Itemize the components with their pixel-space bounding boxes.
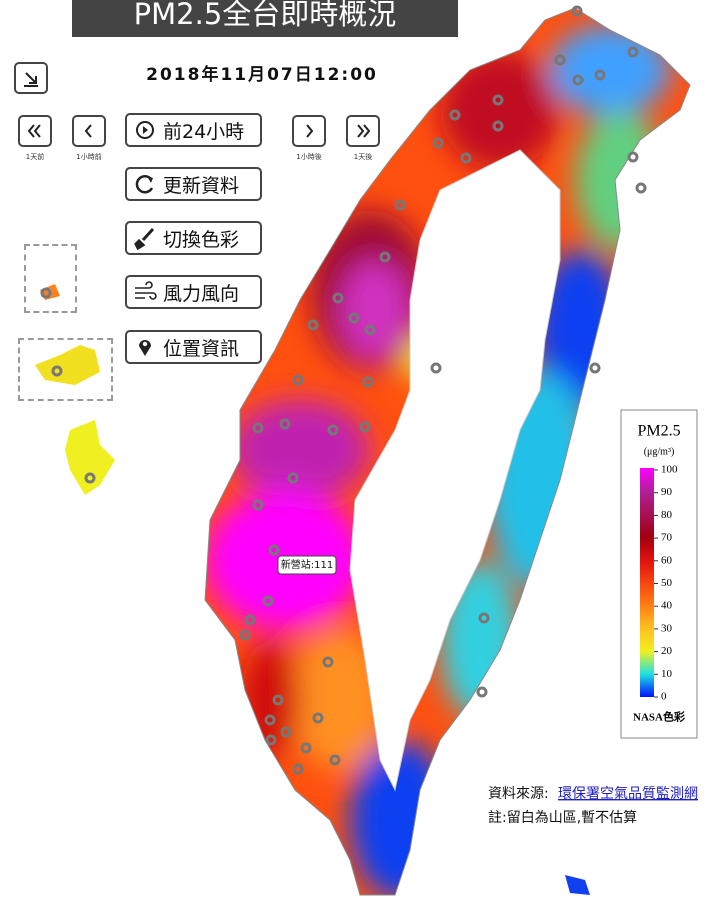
legend-unit: (μg/m³) — [644, 446, 675, 457]
legend-caption: NASA色彩 — [633, 710, 685, 724]
note: 註:留白為山區,暫不估算 — [488, 810, 637, 826]
legend-tick-label: 0 — [661, 691, 667, 703]
nav-label: 1小時後 — [296, 153, 322, 161]
legend-tick-label: 90 — [661, 486, 673, 498]
matsu-inset — [24, 244, 77, 313]
legend-tick-label: 80 — [661, 509, 673, 521]
collapse-button[interactable] — [14, 62, 48, 94]
legend-tick-label: 60 — [661, 554, 673, 566]
prev-hour-button[interactable] — [72, 115, 106, 147]
next-hour-button[interactable] — [292, 115, 326, 147]
history-button[interactable]: 前24小時 — [125, 113, 262, 147]
next-day-button[interactable] — [346, 115, 380, 147]
legend-tick-label: 20 — [661, 645, 673, 657]
wind-button[interactable]: 風力風向 — [125, 275, 262, 309]
refresh-button[interactable]: 更新資料 — [125, 167, 262, 201]
nav-label: 1小時前 — [76, 153, 102, 161]
button-label: 更新資料 — [163, 174, 240, 197]
legend-tick-label: 70 — [661, 532, 673, 544]
legend-tick-label: 30 — [661, 622, 673, 634]
legend-title: PM2.5 — [637, 423, 680, 440]
button-label: 風力風向 — [163, 282, 240, 305]
legend: PM2.5 (μg/m³) NASA色彩 1009080706050403020… — [620, 409, 698, 739]
penghu — [65, 420, 115, 495]
button-label: 前24小時 — [163, 120, 245, 143]
title-bar — [72, 0, 458, 37]
kinmen-inset — [18, 338, 113, 401]
kinmen — [35, 345, 100, 385]
legend-tick-label: 50 — [661, 577, 673, 589]
mountain-area — [349, 149, 561, 792]
legend-tick-label: 10 — [661, 668, 673, 680]
station-tooltip — [277, 555, 337, 575]
station-label: 新營站:111 — [281, 558, 333, 571]
legend-box — [620, 409, 698, 739]
legend-tick-label: 40 — [661, 600, 673, 612]
stations — [40, 5, 647, 775]
color-button[interactable]: 切換色彩 — [125, 221, 262, 255]
title: PM2.5全台即時概況 — [134, 0, 397, 31]
button-label: 切換色彩 — [163, 228, 240, 251]
legend-tick-label: 100 — [661, 464, 678, 476]
source-prefix: 資料來源: — [488, 786, 549, 802]
icon — [24, 72, 38, 87]
lanyu — [565, 875, 590, 895]
source-link[interactable]: 環保署空氣品質監測網 — [558, 785, 698, 802]
nav-label: 1天前 — [25, 153, 45, 161]
nav-label: 1天後 — [353, 153, 373, 161]
prev-day-button[interactable] — [18, 115, 52, 147]
button-label: 位置資訊 — [163, 337, 240, 360]
datetime: 2018年11月07日12:00 — [146, 64, 378, 85]
color-bar — [640, 468, 654, 697]
location-button[interactable]: 位置資訊 — [125, 330, 262, 364]
